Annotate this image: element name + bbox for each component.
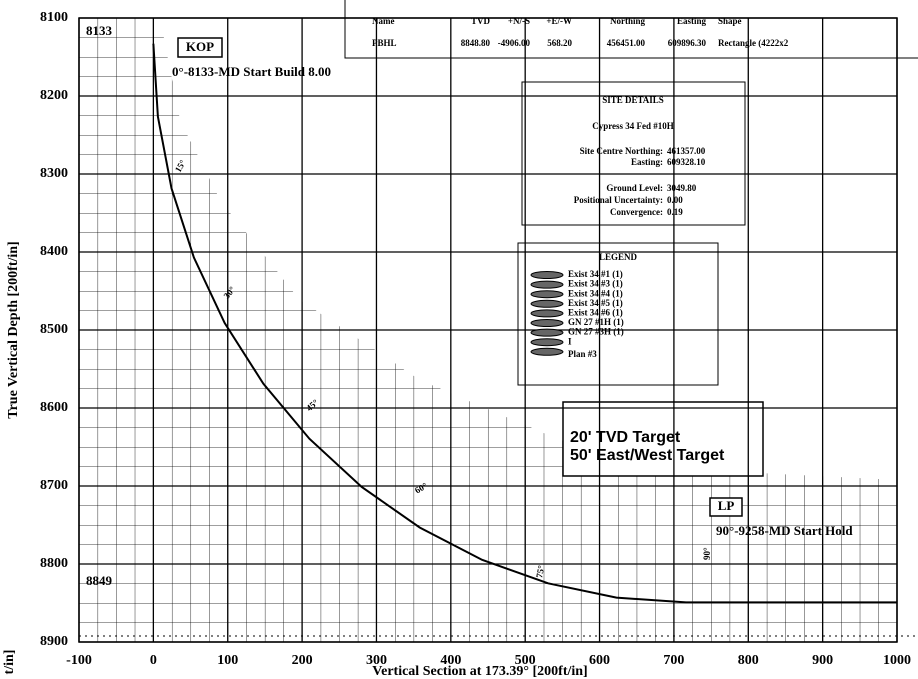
x-tick-label: 700 bbox=[663, 653, 684, 668]
annotation: 90° bbox=[702, 547, 712, 560]
site-title: SITE DETAILS bbox=[602, 95, 664, 105]
table-header: Name bbox=[372, 16, 395, 26]
site-label: Positional Uncertainty: bbox=[574, 195, 663, 205]
table-header: Easting bbox=[677, 16, 707, 26]
well-path bbox=[152, 43, 897, 604]
annotation: 90°-9258-MD Start Hold bbox=[716, 523, 853, 538]
legend-entry: I bbox=[568, 336, 572, 346]
legend-icon bbox=[530, 299, 564, 308]
x-tick-label: 400 bbox=[440, 653, 461, 668]
legend-entry: Exist 34 #4 (1) bbox=[568, 288, 623, 298]
target-box bbox=[562, 401, 764, 477]
table-cell: Rectangle (4222x2 bbox=[718, 38, 789, 48]
y-axis-label: True Vertical Depth [200ft/in] bbox=[6, 241, 21, 418]
table-header: +E/-W bbox=[546, 16, 572, 26]
legend-icon bbox=[530, 280, 564, 289]
x-tick-label: 0 bbox=[150, 653, 157, 668]
legend-entry: Exist 34 #5 (1) bbox=[568, 298, 623, 308]
site-value: 609328.10 bbox=[667, 157, 706, 167]
annotation: 75° bbox=[534, 564, 546, 579]
lp-box bbox=[709, 497, 743, 517]
legend-entry: Exist 34 #1 (1) bbox=[568, 269, 623, 279]
plot-frame bbox=[78, 17, 898, 643]
site-label: Easting: bbox=[631, 157, 663, 167]
y-tick-label: 8600 bbox=[40, 400, 68, 415]
legend-icon bbox=[530, 338, 564, 347]
kop-box bbox=[177, 37, 223, 58]
x-tick-label: 500 bbox=[515, 653, 536, 668]
target-table-box bbox=[344, 0, 918, 59]
legend-entry: GN 27 #1H (1) bbox=[568, 317, 624, 327]
legend-entry: Plan #3 bbox=[568, 349, 597, 359]
annotation: 20' TVD Target bbox=[570, 429, 681, 446]
y-tick-label: 8500 bbox=[40, 322, 68, 337]
site-label: Ground Level: bbox=[606, 183, 663, 193]
y-tick-label: 8100 bbox=[40, 10, 68, 25]
table-header: Northing bbox=[610, 16, 646, 26]
site-details-box bbox=[521, 81, 746, 226]
x-tick-label: 200 bbox=[292, 653, 313, 668]
y-tick-label: 8400 bbox=[40, 244, 68, 259]
legend-entry: Exist 34 #6 (1) bbox=[568, 307, 623, 317]
annotation: 8133 bbox=[86, 23, 113, 38]
table-cell: -4906.00 bbox=[498, 38, 531, 48]
annotation: 0°-8133-MD Start Build 8.00 bbox=[172, 64, 331, 79]
x-tick-label: 900 bbox=[812, 653, 833, 668]
annotation: 50' East/West Target bbox=[570, 447, 725, 464]
table-header: Shape bbox=[718, 16, 742, 26]
site-value: 3049.80 bbox=[667, 183, 697, 193]
x-tick-label: 300 bbox=[366, 653, 387, 668]
site-value: 0.00 bbox=[667, 195, 683, 205]
legend-icon bbox=[530, 271, 564, 279]
annotation: 8849 bbox=[86, 573, 113, 588]
site-value: 461357.00 bbox=[667, 146, 706, 156]
legend-entry: Exist 34 #3 (1) bbox=[568, 279, 623, 289]
y-tick-label: 8900 bbox=[40, 634, 68, 649]
table-cell: 456451.00 bbox=[607, 38, 646, 48]
table-header: +N/-S bbox=[508, 16, 530, 26]
x-axis-label: Vertical Section at 173.39° [200ft/in] bbox=[372, 664, 587, 679]
legend-icon bbox=[530, 319, 564, 327]
table-cell: 8848.80 bbox=[461, 38, 491, 48]
x-tick-label: 100 bbox=[217, 653, 238, 668]
table-cell: PBHL bbox=[372, 38, 397, 48]
legend-icon bbox=[530, 347, 564, 356]
x-tick-label: 800 bbox=[738, 653, 759, 668]
legend-icon bbox=[530, 290, 564, 299]
legend-title: LEGEND bbox=[599, 252, 638, 262]
y-tick-label: 8300 bbox=[40, 166, 68, 181]
site-value: 0.19 bbox=[667, 207, 683, 217]
site-label: Site Centre Northing: bbox=[580, 146, 663, 156]
legend-entry: GN 27 #3H (1) bbox=[568, 327, 624, 337]
y-tick-label: 8800 bbox=[40, 556, 68, 571]
table-cell: 568.20 bbox=[547, 38, 572, 48]
x-tick-label: 1000 bbox=[883, 653, 911, 668]
x-tick-label: -100 bbox=[66, 653, 92, 668]
fragment-label: t/in] bbox=[2, 650, 17, 675]
table-cell: 609896.30 bbox=[668, 38, 707, 48]
y-tick-label: 8700 bbox=[40, 478, 68, 493]
annotation: KOP bbox=[186, 39, 214, 54]
annotation: LP bbox=[718, 498, 735, 513]
site-well: Cypress 34 Fed #10H bbox=[592, 121, 674, 131]
table-header: TVD bbox=[471, 16, 491, 26]
legend-icon bbox=[530, 328, 564, 337]
y-tick-label: 8200 bbox=[40, 88, 68, 103]
legend-icon bbox=[530, 309, 564, 318]
x-tick-label: 600 bbox=[589, 653, 610, 668]
site-label: Convergence: bbox=[610, 207, 663, 217]
